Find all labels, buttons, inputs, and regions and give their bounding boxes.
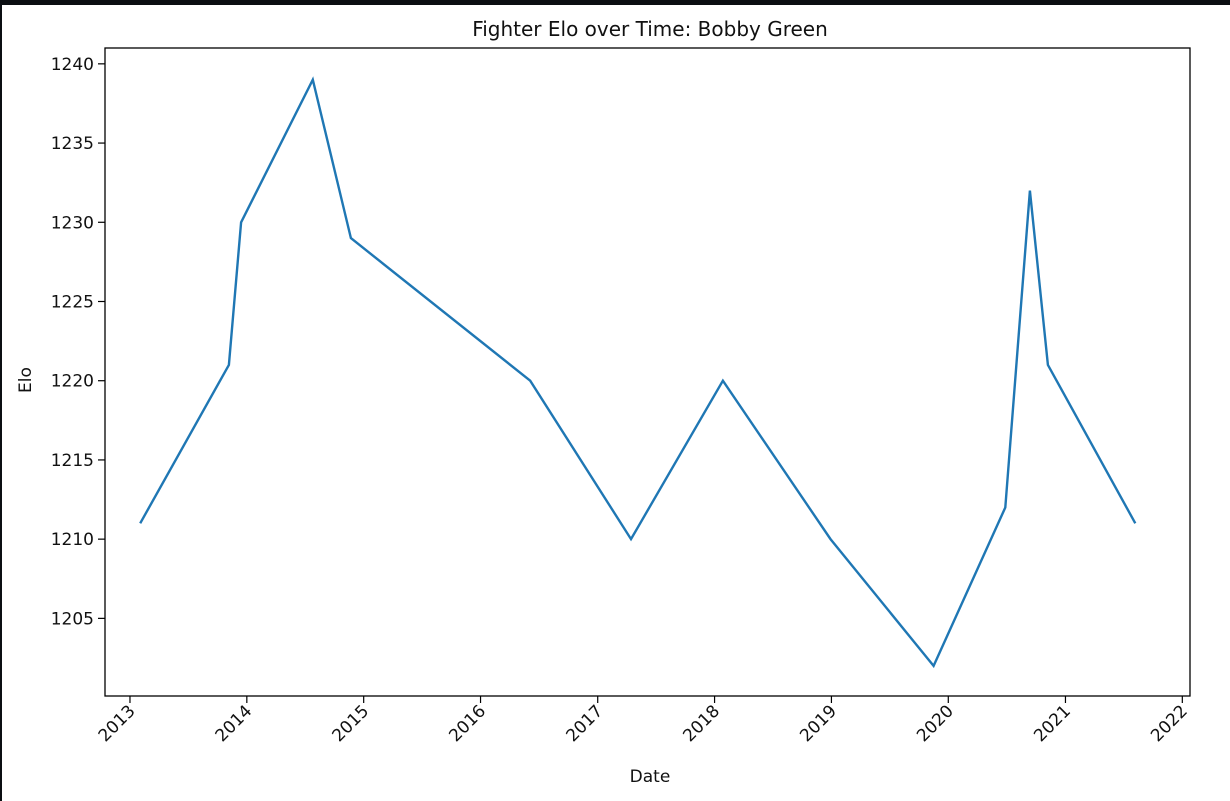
x-tick-label: 2018: [679, 701, 724, 746]
x-tick-label: 2017: [563, 701, 608, 746]
series-layer: [139, 76, 1137, 669]
y-tick-label: 1240: [51, 55, 94, 75]
y-axis: 1205 1210 1215 1220 1225 1230 1235 1240: [51, 55, 105, 629]
x-tick-label: 2022: [1147, 701, 1192, 746]
y-tick-label: 1205: [51, 609, 94, 629]
series-line: [139, 76, 1137, 669]
window-left-edge: [0, 0, 2, 801]
x-tick-label: 2013: [95, 701, 140, 746]
y-tick-label: 1225: [51, 292, 94, 312]
x-tick-label: 2016: [445, 701, 490, 746]
y-tick-label: 1210: [51, 530, 94, 550]
y-axis-label: Elo: [16, 367, 36, 393]
x-tick-label: 2021: [1030, 701, 1075, 746]
x-tick-label: 2020: [913, 701, 958, 746]
chart-title: Fighter Elo over Time: Bobby Green: [472, 17, 828, 41]
y-tick-label: 1220: [51, 372, 94, 392]
y-tick-label: 1215: [51, 451, 94, 471]
y-tick-label: 1235: [51, 134, 94, 154]
x-tick-label: 2014: [212, 701, 257, 746]
y-tick-label: 1230: [51, 213, 94, 233]
plot-area: [104, 47, 1191, 697]
x-tick-label: 2015: [328, 701, 373, 746]
x-tick-label: 2019: [796, 701, 841, 746]
window-top-bar: [0, 0, 1230, 5]
x-axis: 2013 2014 2015 2016 2017 2018 2019 2020 2021 2022: [95, 696, 1192, 746]
x-axis-label: Date: [630, 767, 671, 787]
